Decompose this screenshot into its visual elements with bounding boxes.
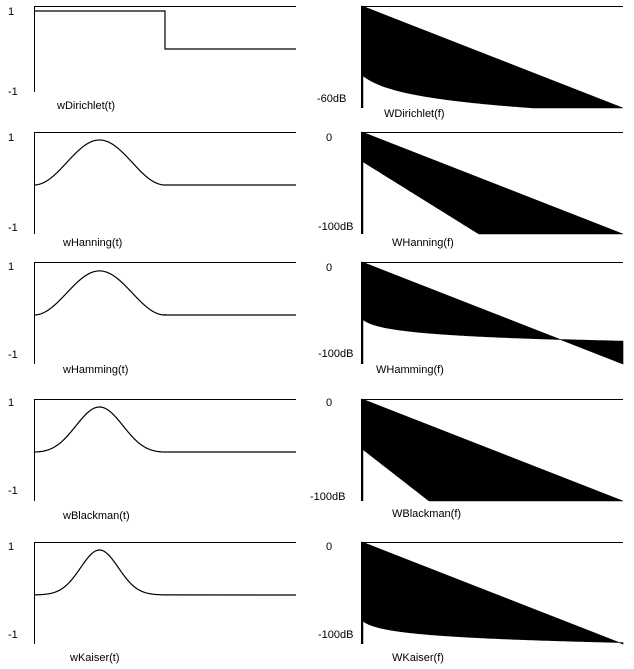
plot-caption: wKaiser(t) [70, 652, 120, 664]
y-tick-top: 1 [8, 132, 15, 144]
spectrum-area [361, 541, 624, 645]
plot-caption: WBlackman(f) [392, 508, 462, 520]
freq-plot-wkaiserf [361, 541, 624, 645]
plot-frame [361, 132, 623, 234]
plot-frame [34, 262, 296, 364]
plot-caption: WHanning(f) [392, 237, 454, 249]
plot-frame [361, 262, 623, 364]
freq-plot-wdirichletf [361, 5, 624, 109]
plot-caption: wHamming(t) [63, 364, 129, 376]
time-plot-wblackmant [33, 399, 296, 501]
plot-caption: WKaiser(f) [392, 652, 444, 664]
time-plot-whammingt [33, 262, 296, 364]
y-tick-top: 1 [8, 397, 15, 409]
y-tick-top: 0 [326, 262, 333, 274]
plot-caption: WHamming(f) [376, 364, 444, 376]
y-tick-top: 0 [326, 132, 333, 144]
plot-frame [34, 399, 296, 501]
y-tick-bottom: -100dB [318, 348, 354, 360]
y-tick-top: 0 [326, 397, 333, 409]
y-tick-top: 1 [8, 6, 15, 18]
plot-frame [34, 542, 296, 644]
spectrum-area [361, 261, 624, 365]
plot-caption: wDirichlet(t) [57, 100, 116, 112]
y-tick-top: 0 [326, 541, 333, 553]
y-tick-bottom: -1 [8, 485, 18, 497]
y-tick-bottom: -60dB [317, 93, 347, 105]
y-tick-bottom: -1 [8, 349, 18, 361]
series-line [33, 549, 297, 596]
spectrum-area [361, 131, 624, 235]
y-tick-bottom: -1 [8, 222, 18, 234]
spectrum-area [361, 5, 624, 109]
series-line [33, 139, 296, 186]
spectrum-area [361, 398, 624, 502]
y-tick-bottom: -100dB [310, 491, 346, 503]
plot-caption: wHanning(t) [63, 237, 123, 249]
y-tick-bottom: -1 [8, 86, 18, 98]
plot-frame [361, 399, 623, 501]
series-line [33, 406, 296, 453]
freq-plot-wblackmanf [361, 398, 624, 502]
freq-plot-whanningf [361, 131, 624, 235]
freq-plot-whammingf [361, 261, 624, 365]
plot-frame [361, 542, 623, 644]
plot-frame [34, 6, 296, 92]
series-line [33, 270, 296, 316]
plot-caption: wBlackman(t) [63, 510, 130, 522]
series-line [34, 10, 296, 50]
plot-frame [34, 132, 296, 234]
plot-caption: WDirichlet(f) [384, 108, 445, 120]
y-tick-bottom: -100dB [318, 629, 354, 641]
time-plot-wkaisert [33, 542, 297, 644]
y-tick-bottom: -1 [8, 629, 18, 641]
plot-frame [361, 6, 623, 108]
time-plot-whanningt [33, 132, 296, 234]
y-tick-top: 1 [8, 541, 15, 553]
y-tick-top: 1 [8, 261, 15, 273]
time-plot-wdirichlett [34, 6, 296, 92]
y-tick-bottom: -100dB [318, 221, 354, 233]
